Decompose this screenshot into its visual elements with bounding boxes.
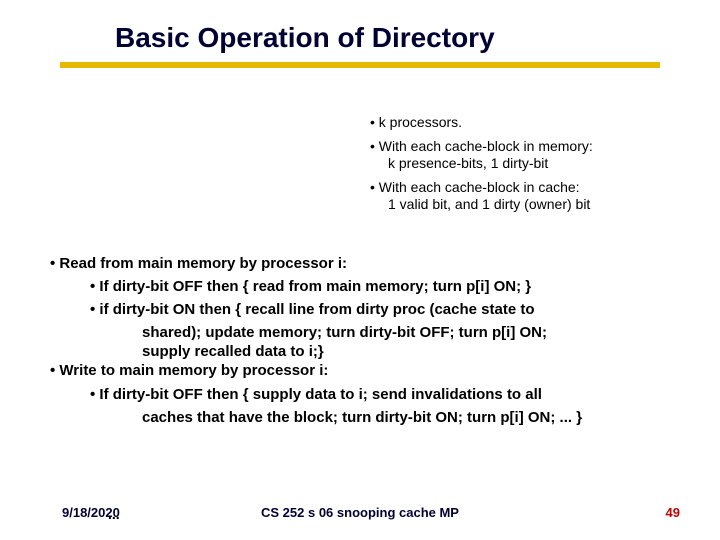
bullet-text: If dirty-bit OFF then { supply data to i… (99, 386, 542, 403)
bullet-text: k processors. (379, 114, 462, 130)
bullet-item: • If dirty-bit OFF then { supply data to… (50, 385, 690, 404)
bullet-continuation: shared); update memory; turn dirty-bit O… (50, 323, 690, 342)
bullet-text: With each cache-block in cache: (379, 179, 580, 195)
slide-title: Basic Operation of Directory (0, 0, 720, 62)
bullet-item: • If dirty-bit OFF then { read from main… (50, 277, 690, 296)
top-bullet-list: • k processors. • With each cache-block … (370, 114, 700, 214)
bullet-continuation: supply recalled data to i;} (50, 342, 690, 361)
bullet-item: • With each cache-block in memory: k pre… (370, 138, 700, 173)
bullet-text: if dirty-bit ON then { recall line from … (99, 301, 534, 318)
bullet-text: Read from main memory by processor i: (59, 255, 347, 272)
bullet-item: • Write to main memory by processor i: (50, 361, 690, 380)
bullet-item: • k processors. (370, 114, 700, 132)
title-underline (60, 62, 660, 68)
bullet-continuation: caches that have the block; turn dirty-b… (50, 408, 690, 427)
bullet-item: • if dirty-bit ON then { recall line fro… (50, 300, 690, 319)
main-bullet-list: • Read from main memory by processor i: … (50, 254, 690, 428)
bullet-text: With each cache-block in memory: (379, 138, 593, 154)
bullet-subtext: k presence-bits, 1 dirty-bit (370, 155, 700, 173)
bullet-item: • Read from main memory by processor i: (50, 254, 690, 273)
bullet-item: • With each cache-block in cache: 1 vali… (370, 179, 700, 214)
footer-page-number: 49 (666, 505, 680, 520)
footer-center-text: CS 252 s 06 snooping cache MP (0, 505, 720, 520)
bullet-text: If dirty-bit OFF then { read from main m… (99, 278, 531, 295)
bullet-text: Write to main memory by processor i: (59, 362, 328, 379)
bullet-subtext: 1 valid bit, and 1 dirty (owner) bit (370, 196, 700, 214)
